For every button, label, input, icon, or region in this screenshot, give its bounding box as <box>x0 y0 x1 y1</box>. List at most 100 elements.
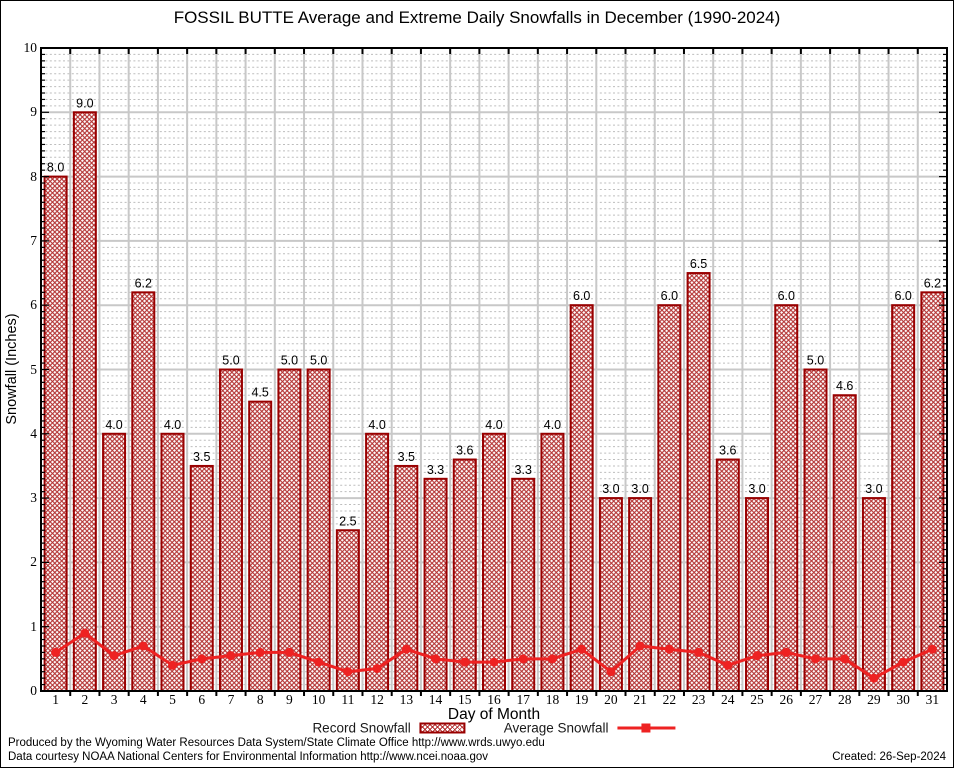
average-snowfall-point <box>372 663 382 673</box>
bar-value-label: 4.0 <box>368 418 385 432</box>
x-tick-label: 29 <box>867 692 881 707</box>
x-tick-label: 22 <box>662 692 677 707</box>
average-snowfall-point <box>518 654 528 664</box>
record-snowfall-bar <box>306 368 331 692</box>
bar-value-label: 5.0 <box>281 354 298 368</box>
bar-value-label: 4.0 <box>105 418 122 432</box>
x-tick-label: 13 <box>399 692 414 707</box>
plot-area: 8.0 9.0 4.0 6.2 4.0 3.5 5.0 4.5 5.0 5.0 2.5 4.0 3.5 3… <box>40 47 948 696</box>
record-snowfall-bar <box>891 304 916 692</box>
average-snowfall-point <box>752 651 762 661</box>
y-tick-label: 7 <box>30 232 37 248</box>
average-snowfall-point <box>840 654 850 664</box>
record-snowfall-bar <box>218 368 243 692</box>
y-tick-label: 2 <box>30 554 37 570</box>
legend-marker-icon <box>641 723 651 733</box>
legend-record-snowfall-label: Record Snowfall <box>312 720 411 736</box>
x-tick-label: 31 <box>925 692 940 707</box>
bar-value-label: 4.0 <box>544 418 561 432</box>
x-tick-label: 1 <box>52 692 59 707</box>
average-snowfall-point <box>431 654 441 664</box>
record-snowfall-bar <box>248 400 273 692</box>
x-tick-label: 19 <box>574 692 589 707</box>
average-snowfall-point <box>226 651 236 661</box>
average-snowfall-point <box>343 667 353 677</box>
bar-value-label: 6.0 <box>661 289 678 303</box>
bar-value-label: 5.0 <box>310 354 327 368</box>
x-tick-label: 5 <box>169 692 176 707</box>
average-snowfall-point <box>664 644 674 654</box>
y-tick-label: 6 <box>30 297 37 313</box>
x-axis-title: Day of Month <box>447 706 541 723</box>
bar-value-label: 6.0 <box>573 289 590 303</box>
bar-value-label: 6.5 <box>690 257 707 271</box>
record-snowfall-bar <box>598 497 623 692</box>
average-snowfall-point <box>489 657 499 667</box>
plot-border <box>40 47 948 692</box>
bar-value-label: 3.6 <box>456 444 473 458</box>
record-snowfall-bar <box>861 497 886 692</box>
legend-average-snowfall-label: Average Snowfall <box>503 720 609 736</box>
record-snowfall-bar <box>482 432 506 692</box>
footer-created-date: Created: 26-Sep-2024 <box>832 751 946 763</box>
average-snowfall-point <box>927 644 937 654</box>
x-tick-label: 3 <box>110 692 118 707</box>
bar-value-label: 4.0 <box>485 418 502 432</box>
average-snowfall-point <box>51 647 61 657</box>
bar-value-label: 8.0 <box>47 161 64 175</box>
record-snowfall-swatch-icon <box>419 722 466 734</box>
footer-data-courtesy: Data courtesy NOAA National Centers for … <box>8 751 489 763</box>
record-snowfall-bar <box>569 304 594 692</box>
x-tick-label: 18 <box>545 692 560 707</box>
bar-value-label: 3.5 <box>193 450 210 464</box>
bar-value-label: 4.5 <box>251 386 268 400</box>
average-snowfall-point <box>284 647 294 657</box>
record-snowfall-bar <box>832 394 857 692</box>
average-snowfall-point <box>606 667 616 677</box>
bar-value-label: 3.0 <box>602 482 619 496</box>
x-tick-label: 25 <box>750 692 764 707</box>
plot-canvas: 8.0 9.0 4.0 6.2 4.0 3.5 5.0 4.5 5.0 5.0 2.5 4.0 3.5 3… <box>40 47 948 696</box>
y-tick-label: 9 <box>30 104 37 120</box>
average-snowfall-point <box>810 654 820 664</box>
x-tick-label: 30 <box>896 692 910 707</box>
record-snowfall-bar <box>774 304 799 692</box>
average-snowfall-point <box>898 657 908 667</box>
average-snowfall-point <box>109 651 119 661</box>
average-snowfall-point <box>635 641 645 651</box>
bar-value-label: 3.0 <box>631 482 648 496</box>
x-tick-label: 23 <box>691 692 706 707</box>
x-tick-label: 8 <box>256 692 264 707</box>
bar-value-label: 3.3 <box>427 463 444 477</box>
record-snowfall-bar <box>394 464 419 693</box>
average-snowfall-point <box>401 644 411 654</box>
x-tick-label: 14 <box>428 692 443 707</box>
average-snowfall-point <box>694 647 704 657</box>
average-snowfall-point <box>138 641 148 651</box>
record-snowfall-bar <box>657 304 682 692</box>
x-tick-label: 12 <box>370 692 384 707</box>
footer-produced-by: Produced by the Wyoming Water Resources … <box>8 737 545 749</box>
y-tick-label: 5 <box>30 361 37 377</box>
average-snowfall-point <box>547 654 557 664</box>
bar-value-label: 9.0 <box>76 96 93 110</box>
x-tick-label: 9 <box>286 692 293 707</box>
record-snowfall-bar <box>540 432 565 692</box>
record-snowfall-bar <box>628 497 653 692</box>
bar-value-label: 3.5 <box>398 450 415 464</box>
record-snowfall-bar <box>920 291 945 692</box>
x-tick-label: 11 <box>341 692 355 707</box>
y-tick-label: 1 <box>30 618 37 634</box>
bar-value-label: 3.0 <box>748 482 765 496</box>
x-tick-label: 7 <box>227 692 235 707</box>
footer: Produced by the Wyoming Water Resources … <box>8 736 946 764</box>
bar-value-label: 3.0 <box>865 482 882 496</box>
record-snowfall-bar <box>131 291 156 692</box>
record-snowfall-bar <box>72 111 97 693</box>
bar-value-label: 6.0 <box>778 289 795 303</box>
x-tick-label: 17 <box>516 692 530 707</box>
x-tick-label: 16 <box>487 692 501 707</box>
record-snowfall-bar <box>745 497 770 692</box>
y-tick-label: 3 <box>30 490 37 506</box>
average-snowfall-point <box>460 657 470 667</box>
